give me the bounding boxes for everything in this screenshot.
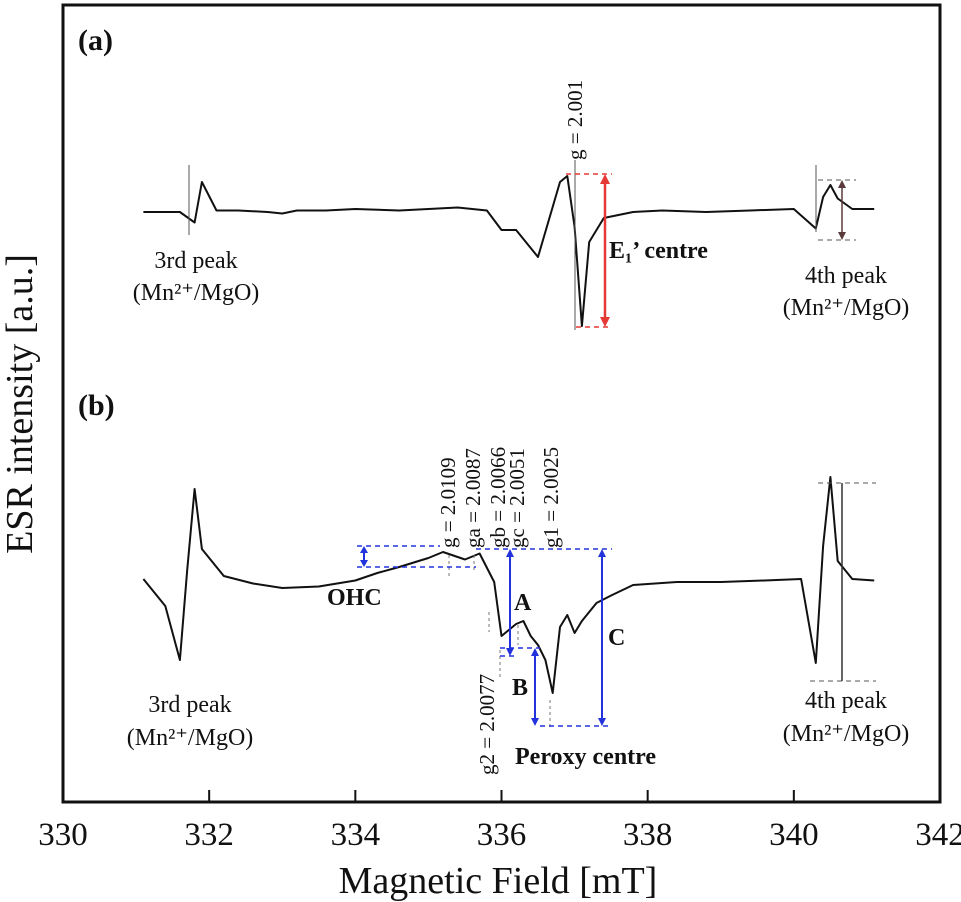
a-g-value: g = 2.001 xyxy=(563,80,587,160)
arrow-B-up xyxy=(531,648,539,656)
peroxy-centre-label: Peroxy centre xyxy=(515,744,656,770)
a-fourth-peak-sub: (Mn²⁺/MgO) xyxy=(783,295,910,321)
e1-arrow-head-down xyxy=(600,317,610,327)
g-2: g2 = 2.0077 xyxy=(475,674,499,775)
g-2-0109: g = 2.0109 xyxy=(436,457,460,548)
g-b: gb = 2.0066 xyxy=(486,447,510,548)
panel-b-annotations: 3rd peak (Mn²⁺/MgO) g = 2.0109 ga = 2.00… xyxy=(127,447,910,775)
a-third-peak-sub: (Mn²⁺/MgO) xyxy=(133,280,260,306)
x-tick-label: 336 xyxy=(477,817,527,853)
x-ticks: 330 332 334 336 338 340 342 xyxy=(38,790,961,853)
g-c: gc = 2.0051 xyxy=(505,448,529,548)
ohc-head-up xyxy=(360,546,368,553)
e1-centre-label: E₁’ centre xyxy=(609,238,708,264)
a-fourth-head-up xyxy=(838,180,846,188)
panel-a-label: (a) xyxy=(78,24,113,57)
e1-arrow-head-up xyxy=(600,174,610,184)
label-A: A xyxy=(514,590,532,616)
arrow-A-down xyxy=(506,648,514,656)
x-tick-label: 334 xyxy=(331,817,381,853)
ohc-label: OHC xyxy=(327,585,382,611)
x-tick-label: 332 xyxy=(184,817,234,853)
arrow-C-up xyxy=(598,549,606,557)
b-fourth-peak-sub: (Mn²⁺/MgO) xyxy=(783,721,910,747)
arrow-B-down xyxy=(531,718,539,726)
arrow-C-down xyxy=(598,718,606,726)
ohc-head-down xyxy=(360,560,368,567)
esr-trace-panel-b xyxy=(142,476,875,694)
x-axis-title: Magnetic Field [mT] xyxy=(339,860,658,902)
g-a: ga = 2.0087 xyxy=(461,448,485,548)
label-C: C xyxy=(608,625,625,651)
x-tick-label: 342 xyxy=(915,817,961,853)
arrow-A-up xyxy=(506,549,514,557)
traces xyxy=(142,175,875,694)
esr-trace-panel-a xyxy=(143,175,875,327)
b-third-peak-sub: (Mn²⁺/MgO) xyxy=(127,725,254,751)
plot-frame xyxy=(61,3,942,804)
panel-a-annotations: 3rd peak (Mn²⁺/MgO) g = 2.001 E₁’ centre… xyxy=(133,80,910,330)
x-tick-label: 340 xyxy=(769,817,819,853)
a-fourth-peak-label: 4th peak xyxy=(805,263,887,289)
a-third-peak-label: 3rd peak xyxy=(154,248,237,274)
y-axis-title: ESR intensity [a.u.] xyxy=(0,254,41,554)
x-tick-label: 330 xyxy=(38,817,88,853)
a-fourth-head-down xyxy=(838,232,846,240)
label-B: B xyxy=(512,675,528,701)
b-third-peak-label: 3rd peak xyxy=(148,692,231,718)
b-fourth-peak-label: 4th peak xyxy=(805,688,887,714)
g-1: g1 = 2.0025 xyxy=(539,447,563,548)
panel-b-label: (b) xyxy=(78,389,115,422)
x-tick-label: 338 xyxy=(623,817,673,853)
